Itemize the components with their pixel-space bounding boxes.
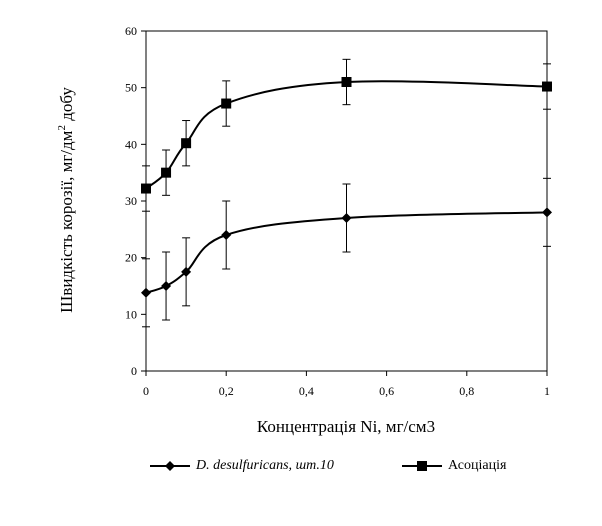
data-point-square bbox=[161, 167, 172, 178]
legend-label-rest: шт.10 bbox=[292, 458, 334, 473]
data-point-square bbox=[542, 81, 552, 92]
legend-item-desulfuricans: D. desulfuricans, шт.10 bbox=[150, 458, 334, 474]
legend-item-association: Асоціація bbox=[402, 458, 506, 474]
legend-label-italic: D. desulfuricans, bbox=[196, 458, 293, 473]
data-point-square bbox=[341, 77, 352, 87]
y-axis-title-main: Швидкість корозії, мг/дм bbox=[57, 130, 76, 313]
x-tick-label: 0,6 bbox=[379, 384, 394, 398]
x-tick-label: 0,4 bbox=[299, 384, 314, 398]
data-point-square bbox=[181, 138, 192, 149]
y-tick-label: 10 bbox=[125, 307, 137, 321]
x-tick-label: 1 bbox=[544, 384, 550, 398]
x-tick-label: 0 bbox=[143, 384, 149, 398]
x-tick-label: 0,8 bbox=[459, 384, 474, 398]
chart-legend: D. desulfuricans, шт.10 Асоціація bbox=[150, 458, 570, 482]
y-tick-label: 20 bbox=[125, 251, 137, 265]
series-0 bbox=[141, 177, 552, 328]
y-tick-label: 0 bbox=[131, 364, 137, 378]
data-point-diamond bbox=[141, 287, 151, 298]
y-axis-title-superscript: 2 bbox=[56, 125, 68, 131]
data-point-square bbox=[141, 183, 151, 194]
x-axis-title: Концентрація Ni, мг/см3 bbox=[257, 417, 435, 436]
y-tick-label: 50 bbox=[125, 81, 137, 95]
y-tick-label: 40 bbox=[125, 137, 137, 151]
data-point-diamond bbox=[542, 207, 552, 218]
legend-square-marker-icon bbox=[402, 461, 442, 471]
series-1 bbox=[141, 58, 552, 212]
data-point-diamond bbox=[341, 213, 352, 223]
data-point-square bbox=[221, 98, 232, 109]
y-tick-label: 30 bbox=[125, 194, 137, 208]
legend-diamond-marker-icon bbox=[150, 461, 190, 471]
y-axis-title: Швидкість корозії, мг/дм2 добу bbox=[56, 87, 76, 313]
data-point-diamond bbox=[161, 281, 172, 291]
legend-label-association: Асоціація bbox=[448, 458, 507, 473]
data-point-diamond bbox=[181, 266, 192, 277]
y-axis-title-tail: добу bbox=[57, 87, 76, 125]
x-tick-label: 0,2 bbox=[219, 384, 234, 398]
series-layer bbox=[141, 58, 552, 328]
data-point-diamond bbox=[221, 230, 232, 240]
y-tick-label: 60 bbox=[125, 24, 137, 38]
